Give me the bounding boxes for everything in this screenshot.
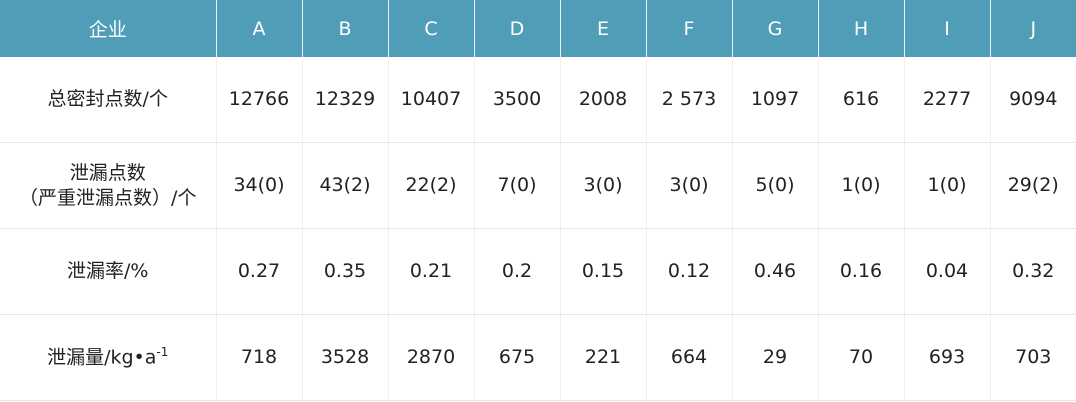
data-cell: 3(0) [645,142,732,229]
label-line: 泄漏点数 [69,161,146,184]
data-cell: 221 [559,314,646,401]
data-cell: 0.2 [473,228,560,315]
data-cell: 3528 [301,314,388,401]
data-cell: 1(0) [817,142,904,229]
data-cell: 43(2) [301,142,388,229]
table-row: 泄漏量/kg•a-1 718 3528 2870 675 221 664 29 70 693 703 [0,314,1076,401]
data-cell: 0.15 [559,228,646,315]
row-label: 泄漏点数 （严重泄漏点数）/个 [0,142,216,229]
header-cell: C [387,0,474,57]
data-cell: 703 [989,314,1076,401]
header-cell: B [301,0,388,57]
data-cell: 3500 [473,57,560,143]
data-cell: 1(0) [903,142,990,229]
row-label: 泄漏率/% [0,228,216,315]
label-text: 泄漏量/kg•a [47,346,157,369]
header-cell: F [645,0,732,57]
data-cell: 0.04 [903,228,990,315]
data-cell: 0.16 [817,228,904,315]
data-cell: 675 [473,314,560,401]
data-cell: 22(2) [387,142,474,229]
data-cell: 70 [817,314,904,401]
data-cell: 0.27 [215,228,302,315]
data-cell: 10407 [387,57,474,143]
data-cell: 0.21 [387,228,474,315]
label-line: （严重泄漏点数）/个 [19,186,197,209]
data-cell: 34(0) [215,142,302,229]
data-cell: 2 573 [645,57,732,143]
data-cell: 29(2) [989,142,1076,229]
table-row: 泄漏率/% 0.27 0.35 0.21 0.2 0.15 0.12 0.46 0.16 0.04… [0,228,1076,315]
data-cell: 693 [903,314,990,401]
data-cell: 29 [731,314,818,401]
table-body: 总密封点数/个 12766 12329 10407 3500 2008 2 573 1097 6… [0,57,1076,401]
header-cell: E [559,0,646,57]
data-cell: 2277 [903,57,990,143]
header-cell: 企业 [0,0,216,57]
data-cell: 0.12 [645,228,732,315]
header-cell: J [989,0,1076,57]
data-cell: 0.35 [301,228,388,315]
data-cell: 12329 [301,57,388,143]
row-label: 泄漏量/kg•a-1 [0,314,216,401]
row-label: 总密封点数/个 [0,57,216,143]
header-row: 企业 A B C D E F G H I J [0,0,1076,57]
data-cell: 12766 [215,57,302,143]
data-cell: 1097 [731,57,818,143]
header-cell: D [473,0,560,57]
data-cell: 0.46 [731,228,818,315]
data-cell: 2008 [559,57,646,143]
header-cell: G [731,0,818,57]
data-cell: 718 [215,314,302,401]
header-cell: I [903,0,990,57]
data-cell: 664 [645,314,732,401]
table-header: 企业 A B C D E F G H I J [0,0,1076,57]
data-cell: 9094 [989,57,1076,143]
data-cell: 3(0) [559,142,646,229]
data-cell: 616 [817,57,904,143]
table-row: 泄漏点数 （严重泄漏点数）/个 34(0) 43(2) 22(2) 7(0) 3(0) 3(0… [0,142,1076,229]
header-cell: A [215,0,302,57]
data-cell: 7(0) [473,142,560,229]
data-cell: 2870 [387,314,474,401]
header-cell: H [817,0,904,57]
label-superscript: -1 [156,344,169,359]
table-row: 总密封点数/个 12766 12329 10407 3500 2008 2 573 1097 6… [0,57,1076,143]
data-cell: 5(0) [731,142,818,229]
data-cell: 0.32 [989,228,1076,315]
